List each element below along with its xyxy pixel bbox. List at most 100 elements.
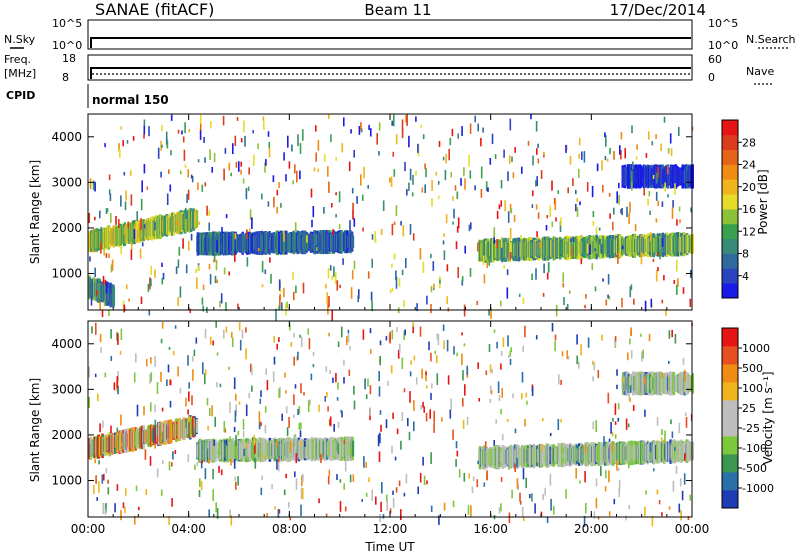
noise-point [276, 189, 279, 196]
colorbar-segment [722, 253, 738, 269]
noise-point [277, 509, 280, 518]
noise-point [618, 480, 621, 491]
noise-point [483, 482, 486, 487]
noise-point [619, 145, 621, 155]
noise-point [193, 349, 196, 356]
noise-point [246, 229, 248, 239]
noise-point [433, 422, 435, 433]
noise-point [351, 188, 354, 194]
noise-point [514, 463, 516, 472]
noise-point [353, 260, 356, 270]
noise-point [177, 296, 179, 306]
noise-point [165, 131, 168, 138]
noise-point [608, 193, 611, 197]
noise-point [150, 278, 152, 287]
noise-point [206, 398, 209, 406]
noise-point [133, 229, 136, 240]
noise-point [391, 445, 393, 454]
colorbar-segment [722, 268, 738, 284]
noise-point [109, 282, 112, 295]
noise-point [197, 182, 199, 190]
y-tick-label: 2000 [51, 221, 82, 235]
noise-point [595, 478, 598, 487]
noise-point [377, 434, 380, 447]
noise-point [201, 184, 204, 192]
cpid-label: CPID [6, 89, 35, 102]
noise-point [240, 138, 243, 143]
noise-point [682, 357, 685, 365]
noise-point [233, 377, 236, 390]
noise-point [229, 436, 231, 442]
noise-point [661, 512, 663, 517]
noise-point [680, 509, 682, 521]
noise-point [500, 363, 502, 370]
noise-point [190, 233, 193, 241]
noise-point [133, 372, 136, 383]
noise-point [347, 334, 350, 343]
noise-point [477, 123, 479, 132]
noise-point [337, 443, 339, 455]
noise-point [500, 200, 502, 207]
noise-point [563, 297, 565, 306]
noise-point [452, 196, 454, 201]
noise-point [341, 326, 343, 338]
noise-point [235, 481, 237, 490]
noise-point [522, 345, 524, 352]
noise-point [462, 398, 464, 407]
noise-point [264, 406, 267, 413]
nave-tick-top: 60 [708, 53, 722, 66]
date-title: 17/Dec/2014 [610, 1, 706, 19]
noise-point [348, 161, 351, 172]
noise-point [343, 440, 346, 445]
noise-point [149, 374, 151, 384]
noise-point [160, 338, 163, 344]
noise-point [431, 198, 433, 207]
colorbar-segment [722, 436, 738, 455]
noise-point [408, 135, 410, 148]
noise-point [204, 328, 207, 339]
noise-point [409, 371, 412, 377]
noise-point [415, 116, 417, 122]
noise-point [380, 228, 383, 236]
noise-point [293, 332, 295, 338]
colorbar-tick-label: 28 [742, 136, 756, 149]
noise-point [98, 481, 100, 493]
noise-point [469, 123, 472, 134]
noise-point [237, 303, 239, 309]
x-tick-label: 00:00 [675, 522, 710, 536]
noise-point [299, 170, 301, 180]
noise-point [672, 480, 675, 492]
noise-point [117, 371, 119, 382]
noise-point [248, 167, 250, 175]
noise-point [578, 168, 580, 178]
noise-point [449, 137, 452, 146]
noise-point [669, 133, 672, 144]
noise-point [202, 362, 204, 375]
noise-point [365, 462, 367, 468]
noise-point [331, 203, 333, 208]
noise-point [655, 218, 658, 223]
noise-point [301, 488, 304, 500]
noise-point [270, 273, 272, 284]
noise-point [516, 457, 518, 467]
noise-point [315, 125, 317, 132]
noise-point [445, 154, 447, 164]
noise-point [197, 265, 200, 272]
noise-point [312, 352, 315, 357]
noise-point [225, 302, 227, 311]
noise-point [648, 191, 651, 197]
noise-point [352, 474, 355, 482]
noise-point [267, 131, 270, 137]
noise-point [667, 148, 670, 154]
noise-point [549, 473, 552, 486]
noise-point [508, 155, 511, 164]
noise-point [540, 511, 543, 517]
noise-point [170, 114, 173, 121]
noise-point [88, 366, 90, 378]
noise-point [328, 332, 330, 337]
noise-point [204, 373, 206, 385]
noise-point [204, 468, 207, 480]
noise-point [398, 343, 401, 353]
noise-point [565, 145, 567, 153]
noise-point [672, 200, 674, 208]
